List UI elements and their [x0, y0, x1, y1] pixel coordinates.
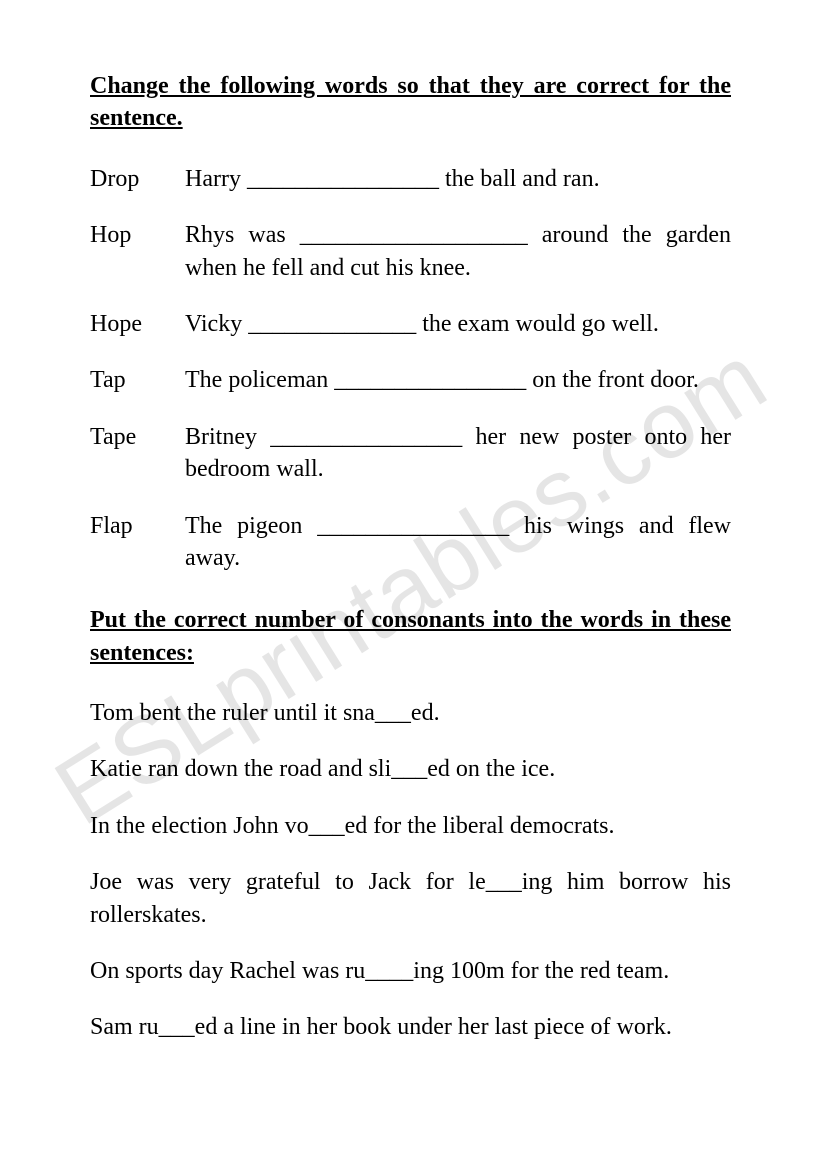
- exercise2-sentence: On sports day Rachel was ru____ing 100m …: [90, 955, 731, 987]
- exercise1-sentence: The pigeon ________________ his wings an…: [185, 510, 731, 575]
- exercise1-word: Tap: [90, 364, 185, 396]
- exercise1-word: Tape: [90, 421, 185, 486]
- exercise1-sentence: The policeman ________________ on the fr…: [185, 364, 731, 396]
- exercise1-sentence: Harry ________________ the ball and ran.: [185, 163, 731, 195]
- exercise1-word: Flap: [90, 510, 185, 575]
- exercise1-row: Hop Rhys was ___________________ around …: [90, 219, 731, 284]
- exercise1-row: Tape Britney ________________ her new po…: [90, 421, 731, 486]
- exercise1-word: Hope: [90, 308, 185, 340]
- exercise2-sentence: Katie ran down the road and sli___ed on …: [90, 753, 731, 785]
- exercise1-sentence: Britney ________________ her new poster …: [185, 421, 731, 486]
- section1-heading: Change the following words so that they …: [90, 70, 731, 135]
- exercise1-row: Hope Vicky ______________ the exam would…: [90, 308, 731, 340]
- exercise2-sentence: Tom bent the ruler until it sna___ed.: [90, 697, 731, 729]
- exercise1-row: Tap The policeman ________________ on th…: [90, 364, 731, 396]
- exercise2-sentence: In the election John vo___ed for the lib…: [90, 810, 731, 842]
- exercise1-sentence: Vicky ______________ the exam would go w…: [185, 308, 731, 340]
- exercise1-sentence: Rhys was ___________________ around the …: [185, 219, 731, 284]
- exercise1-word: Drop: [90, 163, 185, 195]
- exercise2-sentence: Sam ru___ed a line in her book under her…: [90, 1011, 731, 1043]
- exercise1-row: Flap The pigeon ________________ his win…: [90, 510, 731, 575]
- exercise1-row: Drop Harry ________________ the ball and…: [90, 163, 731, 195]
- section2-heading: Put the correct number of consonants int…: [90, 604, 731, 669]
- exercise2-sentence: Joe was very grateful to Jack for le___i…: [90, 866, 731, 931]
- exercise1-word: Hop: [90, 219, 185, 284]
